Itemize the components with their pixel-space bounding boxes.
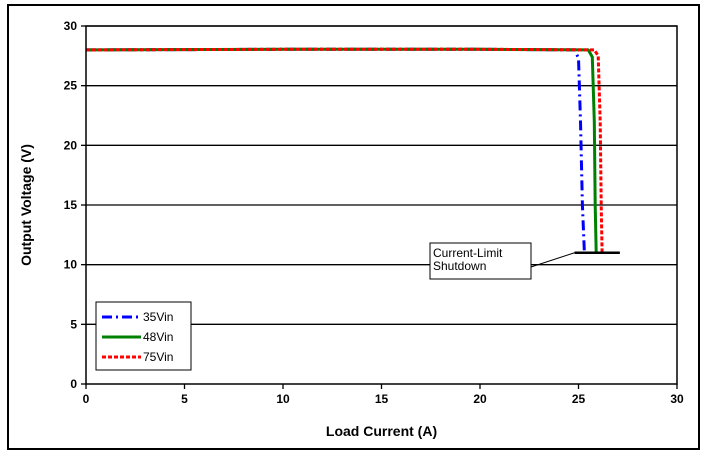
y-tick-label: 0 bbox=[70, 377, 77, 391]
y-tick-label: 15 bbox=[64, 198, 78, 212]
annotation-leader-line bbox=[530, 252, 575, 268]
series-line-35Vin bbox=[85, 47, 586, 253]
series-lines bbox=[85, 47, 620, 254]
y-tick-label: 20 bbox=[64, 138, 78, 152]
x-tick-label: 25 bbox=[572, 392, 586, 406]
chart-frame: 0 5 10 15 20 25 30 0 5 10 15 20 25 30 Load Current (A… bbox=[7, 4, 700, 450]
legend-label: 75Vin bbox=[143, 350, 173, 364]
annotation-text: Shutdown bbox=[433, 259, 486, 273]
line-chart: 0 5 10 15 20 25 30 0 5 10 15 20 25 30 Load Current (A… bbox=[18, 19, 684, 439]
y-tick-label: 5 bbox=[70, 317, 77, 331]
gridlines bbox=[86, 25, 677, 325]
x-tick-label: 15 bbox=[375, 392, 389, 406]
tick-labels: 0 5 10 15 20 25 30 0 5 10 15 20 25 30 bbox=[64, 19, 684, 406]
legend: 35Vin 48Vin 75Vin bbox=[95, 301, 192, 371]
plot-area-border bbox=[85, 25, 678, 385]
axes bbox=[81, 25, 678, 389]
x-tick-label: 20 bbox=[473, 392, 487, 406]
y-tick-label: 10 bbox=[64, 258, 78, 272]
x-tick-label: 0 bbox=[83, 392, 90, 406]
series-line-48Vin bbox=[85, 47, 598, 253]
y-tick-label: 25 bbox=[64, 79, 78, 93]
x-tick-label: 5 bbox=[181, 392, 188, 406]
legend-label: 35Vin bbox=[143, 310, 173, 324]
legend-label: 48Vin bbox=[143, 330, 173, 344]
annotation-text: Current-Limit bbox=[433, 246, 503, 260]
y-axis-title: Output Voltage (V) bbox=[18, 144, 34, 266]
x-axis-title: Load Current (A) bbox=[326, 423, 437, 439]
x-tick-label: 10 bbox=[276, 392, 290, 406]
y-tick-label: 30 bbox=[64, 19, 78, 33]
x-tick-label: 30 bbox=[670, 392, 684, 406]
series-line-75Vin bbox=[85, 47, 604, 253]
annotation-box bbox=[429, 242, 532, 280]
